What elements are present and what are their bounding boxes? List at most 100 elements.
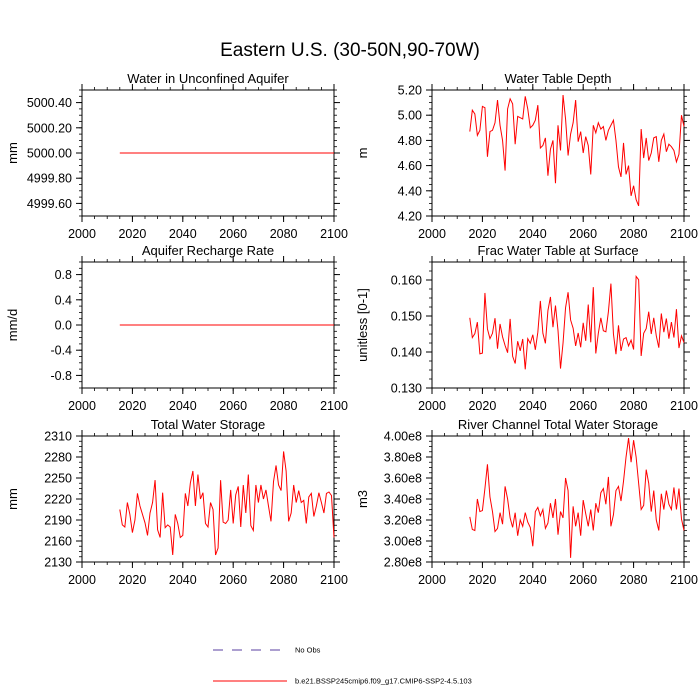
y-tick-label: 2160 — [44, 535, 72, 549]
y-tick-label: 2250 — [44, 472, 72, 486]
x-tick-label: 2100 — [670, 227, 698, 241]
x-tick-label: 2000 — [418, 227, 446, 241]
y-tick-label: 4.40 — [398, 184, 422, 198]
legend-model-label: b.e21.BSSP245cmip6.f09_g17.CMIP6-SSP2-4.… — [295, 677, 472, 686]
x-tick-label: 2020 — [118, 399, 146, 413]
series-line — [469, 275, 685, 370]
y-axis-label: m3 — [355, 490, 370, 508]
y-tick-label: 3.60e8 — [384, 472, 422, 486]
y-tick-label: 2310 — [44, 430, 72, 444]
panel-4: Frac Water Table at Surface 0.130 0.140 0.1… — [355, 243, 698, 413]
y-tick-label: 0.160 — [391, 274, 422, 288]
y-tick-label: 0.0 — [55, 319, 72, 333]
series-line — [119, 451, 335, 556]
y-axis-label: m — [355, 148, 370, 159]
x-tick-label: 2020 — [118, 573, 146, 587]
y-tick-label: 0.140 — [391, 346, 422, 360]
y-tick-label: 3.80e8 — [384, 451, 422, 465]
y-tick-label: 3.00e8 — [384, 535, 422, 549]
y-tick-label: -0.8 — [50, 369, 72, 383]
panel-title: Aquifer Recharge Rate — [142, 243, 274, 258]
plot-frame — [431, 261, 685, 389]
x-tick-label: 2000 — [418, 399, 446, 413]
x-tick-label: 2040 — [519, 399, 547, 413]
x-tick-label: 2040 — [169, 573, 197, 587]
x-tick-label: 2020 — [468, 227, 496, 241]
y-tick-label: 5000.20 — [27, 121, 72, 135]
y-tick-label: 2220 — [44, 493, 72, 507]
y-tick-label: 2130 — [44, 556, 72, 570]
x-tick-label: 2100 — [320, 227, 348, 241]
panel-title: Water in Unconfined Aquifer — [127, 71, 289, 86]
panel-title: Frac Water Table at Surface — [477, 243, 638, 258]
x-tick-label: 2080 — [620, 573, 648, 587]
y-tick-label: -0.4 — [50, 344, 72, 358]
x-tick-label: 2060 — [219, 399, 247, 413]
panel-5: Total Water Storage 2130 2160 2190 2220 2250 2… — [5, 417, 348, 587]
x-tick-label: 2080 — [270, 399, 298, 413]
x-tick-label: 2060 — [219, 227, 247, 241]
panel-6: River Channel Total Water Storage 2.80e8 3… — [355, 417, 698, 587]
y-axis-label: mm/d — [5, 309, 20, 342]
x-tick-label: 2080 — [270, 573, 298, 587]
x-tick-label: 2100 — [320, 399, 348, 413]
y-tick-label: 3.40e8 — [384, 493, 422, 507]
y-tick-label: 4.60 — [398, 159, 422, 173]
y-tick-label: 4.20 — [398, 210, 422, 224]
x-tick-label: 2040 — [519, 573, 547, 587]
panel-3: Aquifer Recharge Rate -0.8 -0.4 0.0 0.4 0.8 20… — [5, 243, 348, 413]
y-tick-label: 3.20e8 — [384, 514, 422, 528]
panel-1: Water in Unconfined Aquifer 4999.60 4999.8… — [5, 71, 348, 241]
y-axis-label: unitless [0-1] — [355, 288, 370, 362]
panel-title: River Channel Total Water Storage — [458, 417, 658, 432]
y-tick-label: 5000.40 — [27, 96, 72, 110]
x-tick-label: 2060 — [569, 573, 597, 587]
y-tick-label: 4.00e8 — [384, 430, 422, 444]
plot-frame — [431, 89, 685, 217]
x-tick-label: 2100 — [670, 399, 698, 413]
x-tick-label: 2080 — [270, 227, 298, 241]
x-tick-label: 2060 — [569, 227, 597, 241]
x-tick-label: 2040 — [169, 399, 197, 413]
panel-title: Total Water Storage — [151, 417, 265, 432]
x-tick-label: 2020 — [468, 399, 496, 413]
y-tick-label: 2.80e8 — [384, 556, 422, 570]
panel-title: Water Table Depth — [505, 71, 612, 86]
x-tick-label: 2080 — [620, 399, 648, 413]
y-tick-label: 4999.80 — [27, 172, 72, 186]
y-tick-label: 5.00 — [398, 109, 422, 123]
x-tick-label: 2000 — [68, 573, 96, 587]
x-tick-label: 2100 — [670, 573, 698, 587]
x-tick-label: 2100 — [320, 573, 348, 587]
y-tick-label: 5000.00 — [27, 147, 72, 161]
y-tick-label: 5.20 — [398, 84, 422, 98]
y-axis-label: mm — [5, 488, 20, 510]
panel-2: Water Table Depth 4.20 4.40 4.60 4.80 5.00 5.2… — [355, 71, 698, 241]
y-tick-label: 0.150 — [391, 310, 422, 324]
figure-title: Eastern U.S. (30-50N,90-70W) — [220, 40, 480, 61]
x-tick-label: 2060 — [569, 399, 597, 413]
y-axis-label: mm — [5, 142, 20, 164]
y-tick-label: 4999.60 — [27, 197, 72, 211]
x-tick-label: 2020 — [468, 573, 496, 587]
y-tick-label: 0.8 — [55, 268, 72, 282]
y-tick-label: 4.80 — [398, 134, 422, 148]
legend: No Obs b.e21.BSSP245cmip6.f09_g17.CMIP6-… — [213, 646, 472, 686]
series-line — [469, 94, 685, 207]
x-tick-label: 2040 — [519, 227, 547, 241]
y-tick-label: 0.4 — [55, 293, 72, 307]
x-tick-label: 2060 — [219, 573, 247, 587]
x-tick-label: 2000 — [68, 399, 96, 413]
x-tick-label: 2080 — [620, 227, 648, 241]
x-tick-label: 2020 — [118, 227, 146, 241]
panels: Water in Unconfined Aquifer 4999.60 4999.8… — [5, 71, 698, 587]
y-tick-label: 0.130 — [391, 382, 422, 396]
plot-frame — [431, 435, 685, 563]
x-tick-label: 2000 — [418, 573, 446, 587]
x-tick-label: 2000 — [68, 227, 96, 241]
series-line — [469, 438, 685, 558]
y-tick-label: 2190 — [44, 514, 72, 528]
y-tick-label: 2280 — [44, 451, 72, 465]
legend-obs-label: No Obs — [295, 646, 321, 655]
